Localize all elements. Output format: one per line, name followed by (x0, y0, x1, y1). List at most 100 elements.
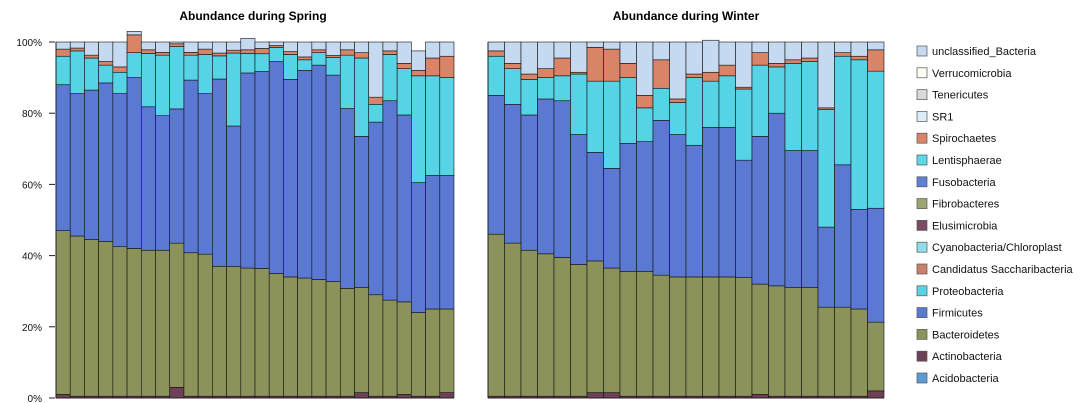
spring-bar-4-firmicutes (98, 82, 114, 242)
winter-bar-21-bacteroidetes (817, 306, 835, 397)
spring-bar-25-bacteroidetes (396, 301, 412, 395)
winter-bar-11-proteobacteria (652, 87, 670, 121)
winter-bar-20-firmicutes (801, 150, 819, 288)
spring-bar-24-proteobacteria (382, 54, 398, 102)
spring-bar-3-bacteroidetes (84, 239, 99, 397)
winter-bar-10-firmicutes (636, 141, 654, 272)
spring-bar-2-proteobacteria (69, 50, 85, 94)
winter-bar-24-actinobacteria (867, 390, 885, 399)
winter-bar-15-bacteroidetes (718, 276, 736, 397)
winter-bar-18-spirochaetes (768, 63, 786, 68)
spring-bar-5-bacteroidetes (112, 246, 128, 397)
spring-bar-23-unclassified-bacteria (368, 41, 384, 98)
spring-bar-14-bacteroidetes (240, 267, 256, 397)
spring-bar-11-bacteroidetes (197, 253, 213, 397)
spring-bar-28-spirochaetes (439, 55, 455, 78)
winter-bar-2-unclassified-bacteria (504, 41, 522, 64)
spring-bar-21-firmicutes (339, 108, 355, 289)
spring-bar-24-bacteroidetes (382, 299, 398, 397)
spring-bar-18-spirochaetes (297, 56, 313, 61)
winter-bar-17-unclassified-bacteria (751, 41, 769, 53)
spring-bar-16-bacteroidetes (268, 273, 284, 397)
legend-swatch-cyanobacteria-chloroplast (916, 241, 928, 253)
spring-bar-7-proteobacteria (140, 53, 156, 108)
spring-bar-2-bacteroidetes (69, 235, 85, 397)
spring-bar-19-spirochaetes (311, 49, 327, 53)
spring-bar-4-proteobacteria (98, 64, 114, 84)
winter-bar-14-bacteroidetes (702, 276, 720, 397)
winter-bar-8-spirochaetes (603, 48, 621, 82)
spring-bar-28-bacteroidetes (439, 308, 455, 393)
winter-bar-1-spirochaetes (487, 50, 505, 57)
spring-bar-26-proteobacteria (411, 75, 426, 183)
spring-bar-26-spirochaetes (411, 70, 426, 77)
legend-swatch-acidobacteria (916, 372, 928, 384)
legend-swatch-spirochaetes (916, 132, 928, 144)
winter-bar-12-spirochaetes (669, 98, 687, 103)
winter-bar-21-firmicutes (817, 226, 835, 308)
winter-bar-19-unclassified-bacteria (784, 41, 802, 61)
spring-bar-13-unclassified-bacteria (226, 41, 242, 51)
winter-bar-8-actinobacteria (603, 392, 621, 399)
winter-bar-1-unclassified-bacteria (487, 41, 505, 52)
spring-bar-3-firmicutes (84, 89, 99, 240)
winter-bar-20-proteobacteria (801, 61, 819, 151)
winter-bar-5-unclassified-bacteria (553, 41, 571, 59)
spring-bar-10-bacteroidetes (183, 252, 199, 397)
spring-bar-22-bacteroidetes (354, 287, 370, 393)
winter-bar-1-firmicutes (487, 95, 505, 235)
spring-bar-22-firmicutes (354, 136, 370, 288)
spring-bar-4-unclassified-bacteria (98, 41, 114, 62)
winter-bar-16-unclassified-bacteria (735, 41, 753, 88)
spring-bar-20-firmicutes (325, 74, 341, 282)
legend-swatch-bacteroidetes (916, 329, 928, 340)
winter-bar-10-bacteroidetes (636, 271, 654, 397)
spring-bar-20-unclassified-bacteria (325, 41, 341, 56)
spring-bar-23-firmicutes (368, 121, 384, 296)
spring-bar-28-firmicutes (439, 175, 455, 310)
spring-bar-25-firmicutes (396, 114, 412, 303)
winter-bar-17-firmicutes (751, 136, 769, 285)
legend-swatch-lentisphaerae (916, 154, 928, 166)
spring-bar-1-actinobacteria (55, 394, 71, 399)
spring-bar-10-firmicutes (183, 79, 199, 254)
winter-bar-6-proteobacteria (570, 73, 588, 135)
spring-bar-13-bacteroidetes (226, 266, 242, 397)
spring-bar-28-unclassified-bacteria (439, 41, 455, 57)
legend-swatch-firmicutes (916, 307, 928, 318)
winter-bar-12-unclassified-bacteria (669, 41, 687, 100)
winter-bar-18-bacteroidetes (768, 285, 786, 397)
winter-bar-11-unclassified-bacteria (652, 41, 670, 61)
winter-bar-3-bacteroidetes (520, 249, 538, 397)
legend-label-bacteroidetes: Bacteroidetes (932, 329, 1000, 341)
winter-bar-9-firmicutes (619, 143, 637, 272)
spring-bar-17-spirochaetes (283, 51, 298, 55)
spring-bar-5-firmicutes (112, 93, 128, 248)
winter-bar-5-spirochaetes (553, 57, 571, 77)
winter-bar-15-spirochaetes (718, 64, 736, 77)
legend-swatch-unclassified-bacteria (916, 45, 928, 57)
winter-bar-15-firmicutes (718, 127, 736, 278)
legend-label-fibrobacteres: Fibrobacteres (932, 199, 1000, 211)
winter-bar-2-bacteroidetes (504, 242, 522, 397)
winter-bar-5-bacteroidetes (553, 257, 571, 397)
winter-bar-17-spirochaetes (751, 52, 769, 66)
spring-bar-7-unclassified-bacteria (140, 41, 156, 51)
spring-bar-6-bacteroidetes (126, 248, 142, 397)
winter-bar-12-bacteroidetes (669, 276, 687, 397)
spring-bar-27-firmicutes (425, 175, 441, 310)
winter-bar-6-firmicutes (570, 134, 588, 265)
spring-bar-6-spirochaetes (126, 34, 142, 53)
winter-bar-19-bacteroidetes (784, 287, 802, 397)
spring-bar-3-proteobacteria (84, 57, 99, 91)
spring-bar-23-spirochaetes (368, 96, 384, 105)
legend-label-proteobacteria: Proteobacteria (932, 286, 1004, 298)
winter-bar-11-firmicutes (652, 120, 670, 276)
winter-bar-24-firmicutes (867, 207, 885, 323)
spring-bar-18-unclassified-bacteria (297, 41, 313, 58)
spring-bar-18-proteobacteria (297, 59, 313, 71)
spring-bar-2-unclassified-bacteria (69, 41, 85, 49)
spring-bar-12-firmicutes (212, 78, 227, 267)
spring-bar-22-proteobacteria (354, 57, 370, 137)
winter-bar-13-unclassified-bacteria (685, 41, 703, 75)
